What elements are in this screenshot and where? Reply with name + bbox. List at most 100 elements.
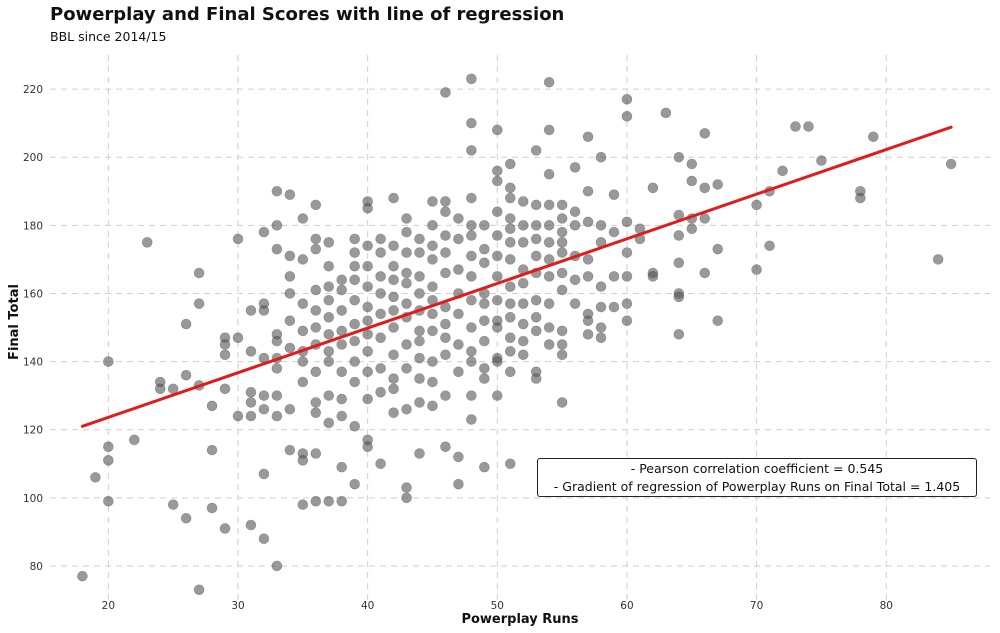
data-point [595,332,607,344]
chart-title: Powerplay and Final Scores with line of … [50,4,565,25]
data-point [453,451,464,463]
data-point [362,260,373,272]
data-point [310,397,322,408]
data-point [414,397,425,408]
data-point [349,376,360,388]
data-point [479,363,490,374]
data-point [336,305,348,316]
data-point [388,305,399,316]
data-point [517,237,529,248]
data-point [284,342,296,354]
data-point [323,281,335,292]
data-point [375,288,386,299]
data-point [492,206,503,217]
data-point [466,145,477,156]
data-point [530,311,542,323]
data-point [141,237,153,248]
data-point [699,267,711,279]
data-point [167,499,179,510]
data-point [440,230,451,241]
data-point [517,335,529,347]
data-point [232,332,244,344]
data-point [440,87,451,98]
data-point [699,213,711,224]
data-point [466,390,477,401]
data-point [375,308,386,320]
data-point [556,325,568,337]
data-point [206,444,218,456]
data-point [219,383,231,395]
data-point [479,257,490,269]
x-tick-label: 50 [491,600,504,612]
data-point [492,124,503,136]
x-tick-label: 20 [102,600,115,612]
data-point [751,199,762,211]
data-point [401,482,412,493]
data-point [517,220,529,231]
data-point [556,199,568,211]
data-point [388,373,399,384]
data-point [492,322,503,333]
data-point [595,301,607,313]
data-point [945,158,957,170]
data-point [362,240,373,252]
data-point [245,305,257,316]
data-point [401,267,412,279]
data-point [245,519,257,531]
data-point [440,206,451,217]
data-point [479,298,490,309]
data-point [349,233,360,245]
data-point [751,264,762,275]
data-point [103,441,114,453]
data-point [466,346,477,357]
data-point [582,131,594,143]
data-point [375,386,386,398]
data-point [310,199,322,211]
data-point [595,281,607,292]
data-point [427,308,438,320]
data-point [569,298,581,309]
data-point [349,420,360,432]
data-point [414,352,425,364]
data-point [712,315,724,326]
data-point [310,233,322,245]
data-point [504,254,516,265]
data-point [582,329,594,340]
x-tick-label: 70 [750,600,763,612]
data-point [543,76,555,88]
data-point [517,349,529,361]
x-tick-label: 60 [620,600,633,612]
data-point [530,145,542,156]
data-point [154,383,166,395]
data-point [466,192,477,204]
data-point [504,298,516,309]
data-point [855,192,866,204]
data-point [414,448,425,459]
data-point [427,325,438,337]
data-point [401,339,412,350]
data-point [816,155,827,166]
data-point [323,237,335,248]
data-point [479,461,490,473]
data-point [375,233,386,245]
data-point [232,233,244,245]
data-point [310,448,322,459]
data-point [440,390,451,401]
data-point [193,298,205,309]
data-point [271,390,283,401]
data-point [401,298,412,309]
data-point [271,410,283,422]
data-point [543,237,555,248]
data-point [284,315,296,326]
data-point [258,533,270,544]
data-point [595,220,607,231]
data-point [362,315,373,326]
data-point [543,168,555,180]
data-point [349,294,360,306]
data-point [504,458,516,470]
data-point [440,267,451,279]
data-point [673,329,685,340]
data-point [297,254,309,265]
data-point [686,223,698,235]
data-point [492,271,503,282]
